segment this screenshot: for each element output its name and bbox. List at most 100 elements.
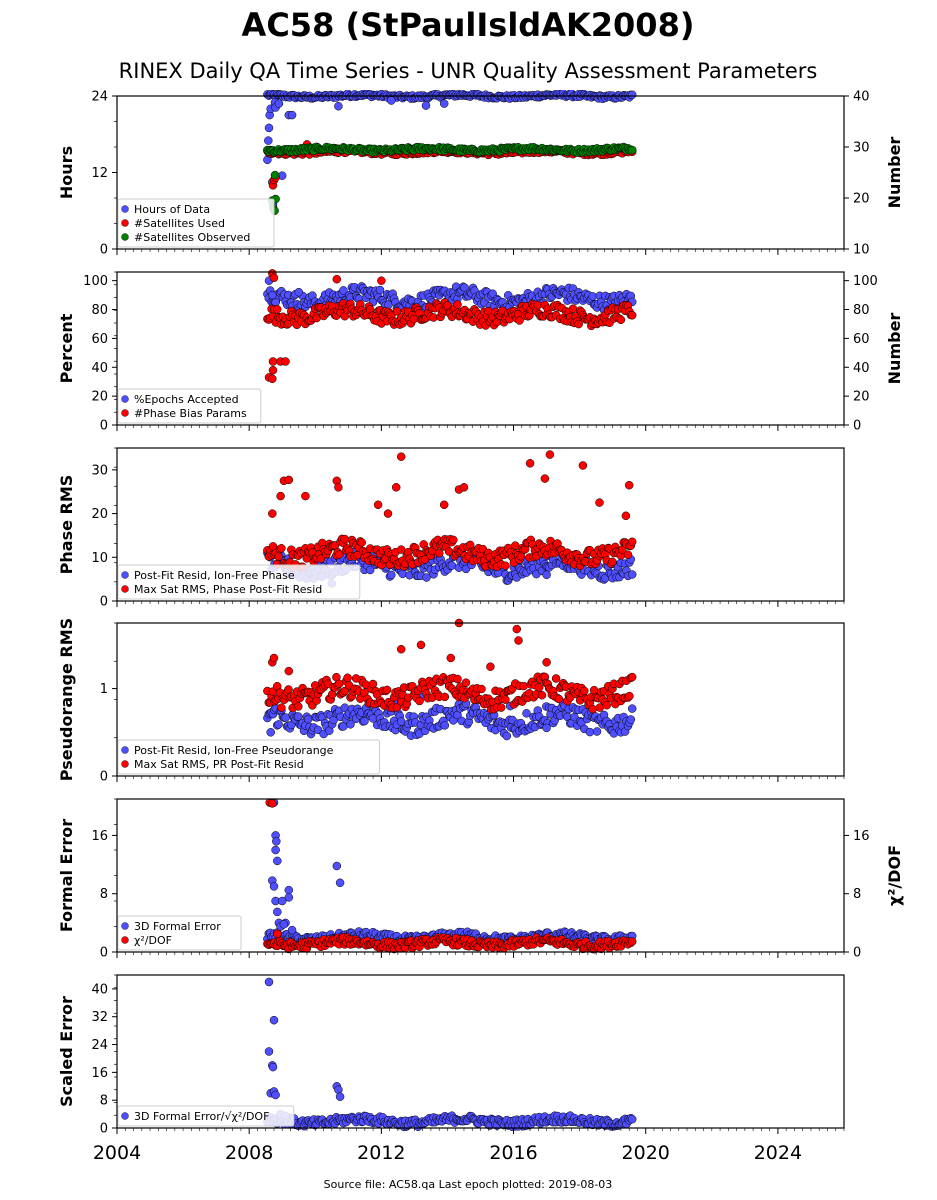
data-point [273, 907, 282, 917]
data-point [373, 500, 383, 510]
data-point [294, 712, 303, 721]
data-point [496, 703, 506, 712]
data-point [440, 692, 450, 702]
data-point [626, 715, 636, 724]
data-point [264, 123, 274, 133]
panel-3: 0 10 20 30 Phase RMS Post-Fit Resid, Ion-Free… [57, 447, 845, 610]
y-right-tick-label: 10 [853, 243, 870, 258]
legend-label: Hours of Data [134, 203, 210, 216]
data-point [449, 535, 458, 545]
data-point [365, 565, 375, 575]
y-tick-label: 30 [91, 463, 108, 478]
data-point [461, 678, 471, 687]
legend-label: %Epochs Accepted [134, 393, 239, 406]
legend-label: #Satellites Used [134, 217, 225, 230]
data-point [269, 1015, 279, 1025]
legend-label: 3D Formal Error/√χ²/DOF [134, 1110, 269, 1123]
data-point [340, 534, 350, 544]
x-tick-label: 2024 [754, 1142, 802, 1164]
y-right-tick-label: 8 [853, 887, 861, 902]
y-axis-label: Formal Error [57, 819, 76, 932]
data-point [439, 99, 449, 108]
data-point [627, 1114, 637, 1124]
data-point [284, 893, 294, 902]
data-point [276, 491, 285, 501]
legend-label: #Satellites Observed [134, 231, 250, 244]
legend: %Epochs Accepted#Phase Bias Params [117, 388, 262, 424]
data-point [377, 276, 386, 285]
data-point [271, 845, 280, 855]
data-point [627, 672, 637, 682]
x-tick-label: 2016 [489, 1142, 537, 1164]
y-axis-label: Hours [57, 146, 76, 199]
data-point [542, 570, 551, 580]
data-point [383, 509, 393, 518]
y-tick-label: 20 [91, 507, 108, 522]
y-tick-label: 16 [91, 829, 108, 844]
y-right-tick-label: 40 [853, 90, 870, 105]
data-point [273, 929, 282, 939]
data-point [588, 292, 597, 301]
y-tick-label: 0 [100, 595, 108, 610]
legend-label: Post-Fit Resid, Ion-Free Pseudorange [134, 744, 334, 757]
data-point [542, 658, 551, 667]
data-point [627, 90, 637, 100]
legend: 3D Formal Error/√χ²/DOF [117, 1105, 295, 1127]
data-point [421, 101, 431, 110]
legend-box [117, 564, 361, 600]
data-point [277, 896, 287, 906]
data-point [284, 685, 293, 694]
data-point [540, 474, 550, 483]
y-right-tick-label: 30 [853, 141, 870, 156]
data-point [387, 96, 396, 105]
legend-marker [121, 922, 129, 930]
data-point [335, 1092, 345, 1101]
data-point [453, 674, 462, 684]
x-tick-label: 2004 [93, 1142, 141, 1164]
data-point [343, 673, 352, 683]
y-tick-label: 40 [91, 361, 108, 376]
data-point [568, 304, 578, 313]
y-right-tick-label: 100 [853, 274, 878, 289]
legend-box [117, 388, 262, 424]
data-point [537, 690, 547, 700]
y-right-tick-label: 40 [853, 361, 870, 376]
data-point [514, 636, 523, 645]
x-tick-label: 2012 [357, 1142, 405, 1164]
data-point [264, 1047, 274, 1056]
data-point [627, 570, 637, 579]
y-tick-label: 100 [83, 274, 108, 289]
data-point [334, 550, 344, 559]
y-tick-label: 20 [91, 390, 108, 405]
legend-marker [121, 571, 129, 579]
data-point [339, 286, 348, 295]
x-tick-label: 2008 [225, 1142, 273, 1164]
legend-marker [121, 936, 129, 944]
data-point [268, 290, 277, 300]
legend-label: Max Sat RMS, PR Post-Fit Resid [134, 758, 304, 771]
y-right-tick-label: 20 [853, 192, 870, 207]
legend-box [117, 739, 381, 775]
data-point [545, 450, 555, 459]
data-point [588, 704, 597, 714]
data-point [294, 287, 304, 297]
data-point [368, 679, 378, 689]
data-point [264, 136, 273, 145]
data-point [274, 552, 283, 561]
data-point [580, 686, 589, 696]
data-point [268, 1062, 278, 1072]
y-tick-label: 32 [91, 1010, 108, 1025]
data-point [422, 573, 431, 582]
legend-marker [121, 409, 129, 417]
data-point [477, 684, 486, 694]
panel-1-points [263, 90, 637, 216]
data-point [334, 483, 343, 492]
data-point [334, 101, 343, 111]
legend: Hours of Data#Satellites Used#Satellites… [117, 198, 275, 248]
y-right-tick-label: 16 [853, 829, 870, 844]
y-right-tick-label: 0 [853, 419, 861, 434]
data-point [274, 720, 283, 729]
data-point [627, 704, 637, 713]
y-tick-label: 40 [91, 982, 108, 997]
